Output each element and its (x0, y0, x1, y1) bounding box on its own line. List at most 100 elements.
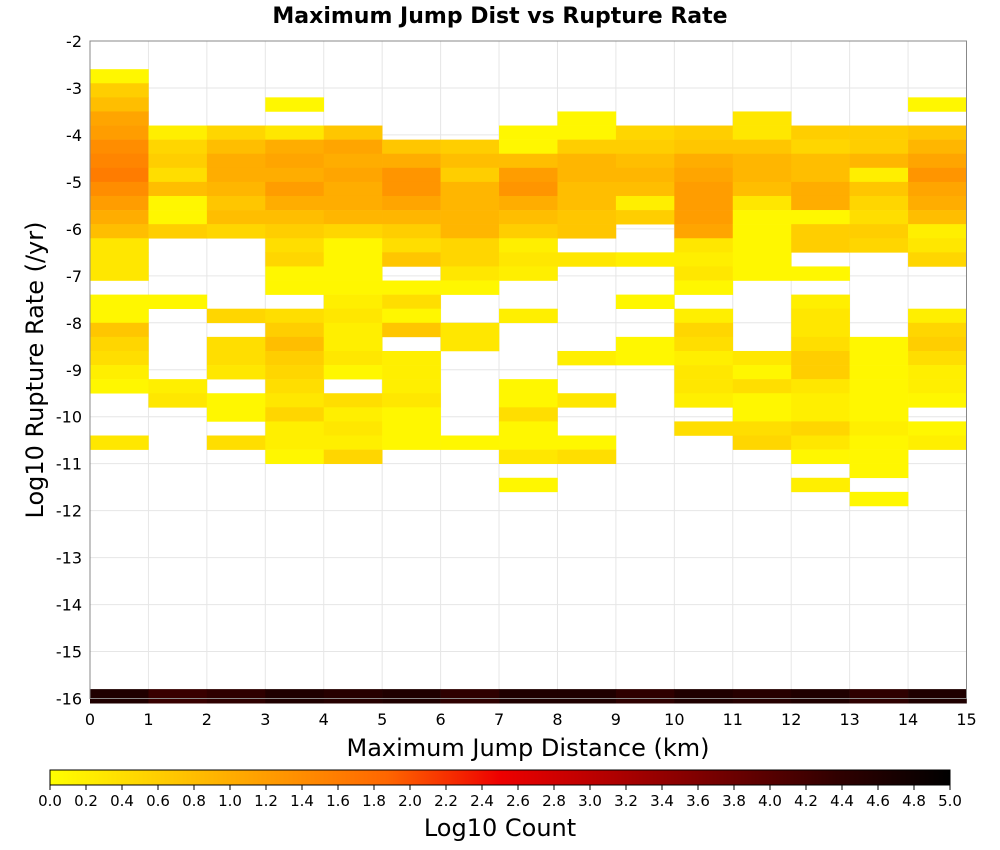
heatmap-cell (265, 350, 325, 366)
heatmap-cell (908, 238, 967, 253)
heatmap-cell (323, 280, 383, 295)
heatmap-cell (557, 449, 617, 464)
heatmap-cell (265, 379, 325, 394)
heatmap-cell (908, 224, 967, 239)
y-tick-label: -4 (66, 126, 82, 145)
heatmap-cell (382, 210, 441, 225)
heatmap-cell (732, 210, 792, 225)
x-tick-label: 8 (552, 710, 562, 729)
heatmap-cell (499, 266, 558, 281)
heatmap-cell (791, 238, 850, 253)
x-tick-label: 3 (260, 710, 270, 729)
heatmap-cell (849, 435, 909, 450)
heatmap-cell (265, 449, 325, 464)
colorbar-label: Log10 Count (424, 814, 576, 842)
heatmap-cell (265, 252, 325, 267)
heatmap-cell (382, 181, 441, 197)
heatmap-cell (90, 252, 149, 267)
heatmap-cell (265, 365, 325, 380)
heatmap-cell (265, 393, 325, 408)
heatmap-cell (557, 224, 617, 239)
heatmap-cell (265, 322, 325, 338)
heatmap-cell (382, 153, 441, 169)
heatmap-cell (382, 167, 441, 183)
x-tick-label: 15 (956, 710, 976, 729)
heatmap-cell (499, 224, 558, 239)
heatmap-cell (557, 111, 617, 126)
heatmap-cell (557, 181, 617, 197)
heatmap-cell (265, 280, 325, 295)
heatmap-cell (206, 336, 266, 352)
heatmap-cell (90, 139, 149, 155)
heatmap-cell (265, 153, 325, 169)
colorbar (49, 769, 951, 786)
heatmap-cell (265, 266, 325, 281)
heatmap-cell (732, 689, 792, 704)
heatmap-cell (732, 393, 792, 408)
heatmap-cell (499, 393, 558, 408)
heatmap-cell (265, 435, 325, 450)
heatmap-cell (382, 407, 441, 422)
heatmap-cell (849, 167, 909, 183)
heatmap-cell (440, 195, 500, 211)
x-tick-label: 6 (436, 710, 446, 729)
heatmap-cell (382, 238, 441, 253)
heatmap-cell (849, 210, 909, 225)
heatmap-cell (615, 167, 675, 183)
heatmap-cell (732, 435, 792, 450)
heatmap-cell (440, 689, 500, 704)
heatmap-cell (674, 308, 734, 324)
colorbar-tick-label: 2.2 (434, 792, 458, 810)
heatmap-cell (674, 266, 734, 281)
heatmap-cell (908, 97, 967, 112)
heatmap-cell (849, 463, 909, 479)
heatmap-cell (206, 365, 266, 380)
heatmap-cell (499, 477, 558, 493)
heatmap-cell (382, 195, 441, 211)
heatmap-cell (849, 407, 909, 422)
heatmap-cell (440, 336, 500, 352)
heatmap-cell (148, 125, 208, 140)
heatmap-cell (732, 379, 792, 394)
heatmap-cell (382, 421, 441, 436)
heatmap-cell (557, 689, 617, 704)
x-tick-label: 12 (781, 710, 801, 729)
heatmap-cell (791, 689, 850, 704)
heatmap-cell (557, 435, 617, 450)
heatmap-cell (206, 195, 266, 211)
heatmap-cell (615, 294, 675, 309)
heatmap-cell (557, 350, 617, 366)
colorbar-tick-label: 4.4 (830, 792, 854, 810)
heatmap-cell (849, 224, 909, 239)
colorbar-tick-label: 2.4 (470, 792, 494, 810)
heatmap-cell (148, 195, 208, 211)
heatmap-cell (90, 69, 149, 84)
heatmap-cell (732, 407, 792, 422)
heatmap-cell (148, 181, 208, 197)
heatmap-cell (206, 224, 266, 239)
heatmap-cell (90, 336, 149, 352)
heatmap-cell (674, 421, 734, 436)
heatmap-cell (440, 322, 500, 338)
heatmap-cell (674, 365, 734, 380)
y-tick-label: -5 (66, 173, 82, 192)
heatmap-cell (791, 195, 850, 211)
heatmap-cell (849, 491, 909, 507)
heatmap-cell (908, 350, 967, 366)
colorbar-tick-label: 3.2 (614, 792, 638, 810)
heatmap-cell (908, 365, 967, 380)
heatmap-cell (674, 280, 734, 295)
heatmap-cell (382, 350, 441, 366)
x-tick-label: 1 (143, 710, 153, 729)
heatmap-cell (908, 210, 967, 225)
heatmap-cell (557, 167, 617, 183)
heatmap-cell (674, 139, 734, 155)
colorbar-tick-label: 3.8 (722, 792, 746, 810)
heatmap-cell (499, 435, 558, 450)
heatmap-cell (323, 449, 383, 464)
heatmap-cell (499, 407, 558, 422)
colorbar-tick-label: 2.8 (542, 792, 566, 810)
heatmap-cell (732, 195, 792, 211)
heatmap-cell (90, 195, 149, 211)
